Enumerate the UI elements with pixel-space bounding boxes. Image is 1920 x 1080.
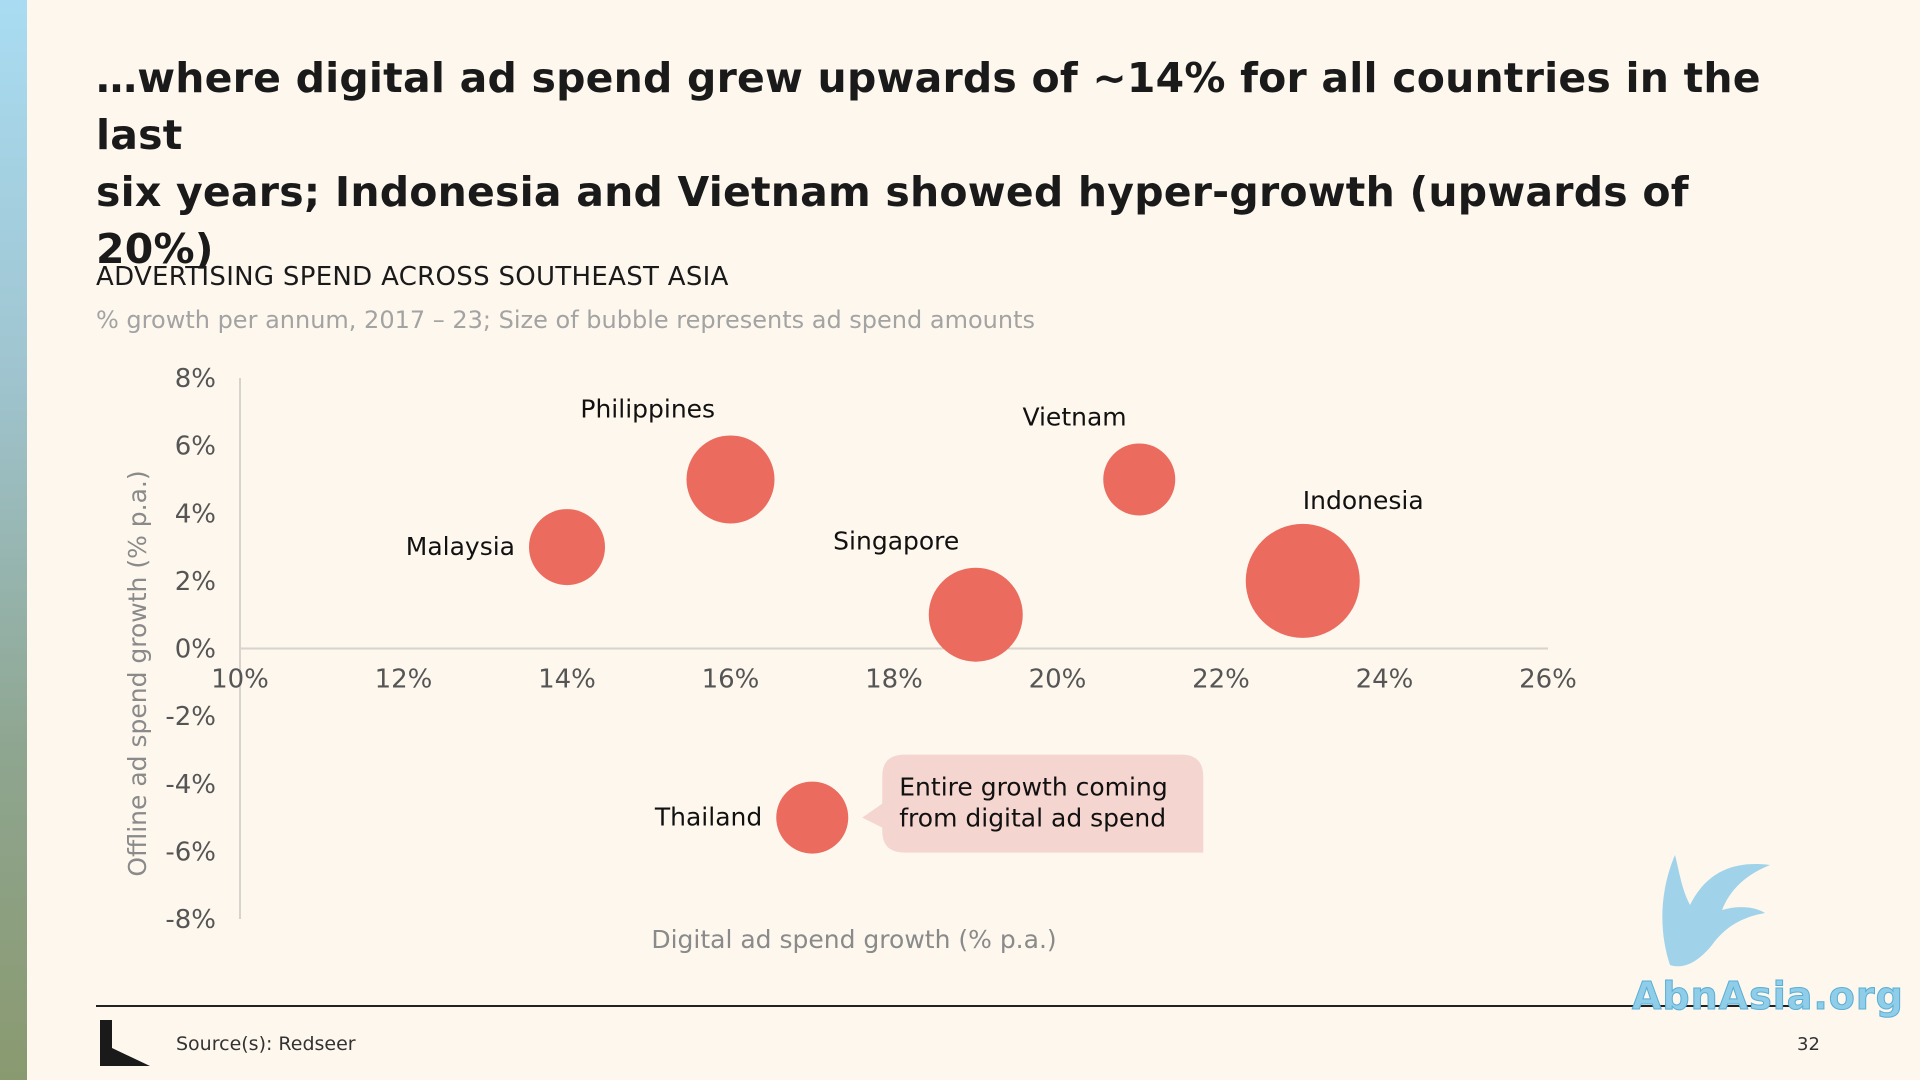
callout-text-line-1: Entire growth coming bbox=[899, 773, 1167, 802]
page-number: 32 bbox=[1797, 1034, 1820, 1055]
watermark-text: AbnAsia.org bbox=[1632, 974, 1904, 1019]
y-tick-label: -8% bbox=[165, 905, 216, 935]
bubble-philippines bbox=[686, 435, 775, 524]
source-note: Source(s): Redseer bbox=[176, 1033, 356, 1055]
x-tick-labels: 10% 12% 14% 16% 18% 20% 22% 24% 26% bbox=[211, 665, 1577, 695]
headline-line-2: six years; Indonesia and Vietnam showed … bbox=[96, 168, 1689, 273]
x-tick-label: 24% bbox=[1356, 665, 1414, 695]
x-tick-label: 12% bbox=[375, 665, 433, 695]
bubble-indonesia bbox=[1245, 523, 1360, 638]
x-tick-label: 14% bbox=[538, 665, 596, 695]
bubble-malaysia bbox=[529, 509, 605, 586]
footer-divider bbox=[96, 1005, 1796, 1007]
y-tick-labels: 8% 6% 4% 2% 0% -2% -4% -6% -8% bbox=[165, 364, 216, 935]
bubble-vietnam bbox=[1103, 443, 1176, 516]
callout-text-line-2: from digital ad spend bbox=[899, 804, 1166, 833]
x-tick-label: 20% bbox=[1029, 665, 1087, 695]
slide-headline: …where digital ad spend grew upwards of … bbox=[96, 50, 1796, 278]
bubble-singapore bbox=[928, 567, 1023, 662]
x-tick-label: 26% bbox=[1519, 665, 1577, 695]
chart-title: ADVERTISING SPEND ACROSS SOUTHEAST ASIA bbox=[96, 262, 729, 292]
left-decorative-strip bbox=[0, 0, 27, 1080]
company-logo bbox=[100, 1020, 150, 1066]
callout: Entire growth coming from digital ad spe… bbox=[862, 754, 1204, 853]
y-tick-label: 2% bbox=[175, 567, 216, 597]
bubble-label-thailand: Thailand bbox=[654, 803, 762, 832]
x-tick-label: 18% bbox=[865, 665, 923, 695]
y-tick-label: -6% bbox=[165, 837, 216, 867]
watermark-griffin-logo bbox=[1662, 855, 1770, 967]
y-tick-label: 0% bbox=[175, 635, 216, 665]
bubble-thailand bbox=[776, 781, 849, 854]
bubble-label-malaysia: Malaysia bbox=[406, 532, 515, 561]
y-tick-label: -4% bbox=[165, 770, 216, 800]
x-axis-title: Digital ad spend growth (% p.a.) bbox=[651, 925, 1056, 954]
x-tick-label: 10% bbox=[211, 665, 269, 695]
x-tick-label: 16% bbox=[702, 665, 760, 695]
x-tick-label: 22% bbox=[1192, 665, 1250, 695]
bubble-chart: 10% 12% 14% 16% 18% 20% 22% 24% 26% 8% 6% 4% 2% 0% -2… bbox=[123, 364, 1577, 954]
chart-subtitle: % growth per annum, 2017 – 23; Size of b… bbox=[96, 306, 1035, 334]
y-axis-title: Offline ad spend growth (% p.a.) bbox=[123, 470, 152, 876]
y-tick-label: 4% bbox=[175, 499, 216, 529]
y-tick-label: 8% bbox=[175, 364, 216, 394]
bubble-label-indonesia: Indonesia bbox=[1303, 486, 1424, 515]
callout-bubble bbox=[862, 754, 1204, 853]
bubble-label-philippines: Philippines bbox=[580, 394, 715, 423]
chart-axes bbox=[239, 378, 1548, 919]
bubbles: Malaysia Philippines Singapore Vietnam Indon… bbox=[406, 394, 1424, 854]
headline-line-1: …where digital ad spend grew upwards of … bbox=[96, 54, 1761, 159]
y-tick-label: -2% bbox=[165, 702, 216, 732]
bubble-label-singapore: Singapore bbox=[833, 527, 959, 556]
bubble-label-vietnam: Vietnam bbox=[1022, 402, 1126, 431]
y-tick-label: 6% bbox=[175, 432, 216, 462]
